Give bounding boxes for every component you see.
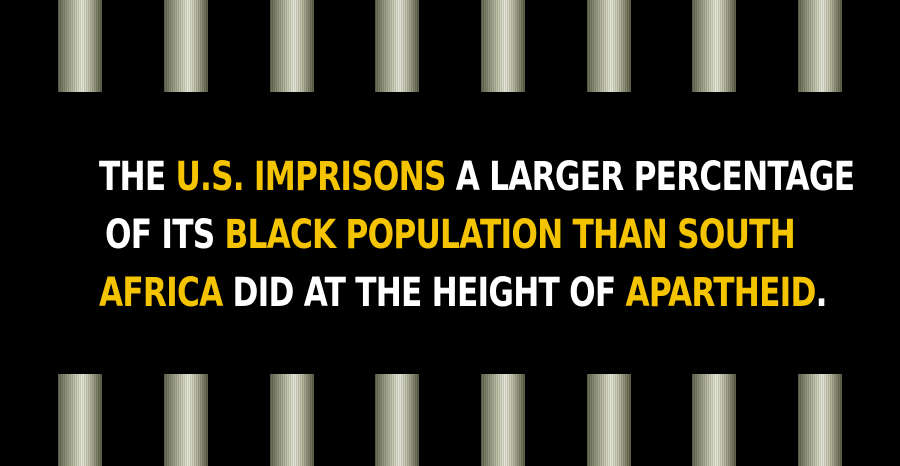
prison-bar <box>798 374 842 466</box>
headline-text: OF ITS <box>105 212 225 258</box>
prison-bar <box>692 0 736 92</box>
prison-bar <box>375 0 419 92</box>
prison-bar <box>270 0 314 92</box>
headline-text: DID AT THE HEIGHT OF <box>222 270 626 316</box>
prison-bar <box>481 0 525 92</box>
prison-bar <box>58 374 102 466</box>
prison-bar <box>692 374 736 466</box>
prison-bar <box>798 0 842 92</box>
headline-text: THE <box>99 154 176 200</box>
prison-bars-bottom <box>0 374 900 466</box>
headline-highlight: BLACK POPULATION THAN SOUTH <box>224 212 795 258</box>
prison-bar <box>58 0 102 92</box>
headline-text: . <box>815 270 828 316</box>
headline-highlight: AFRICA <box>99 270 223 316</box>
prison-bar <box>164 0 208 92</box>
prison-bar <box>270 374 314 466</box>
prison-bar <box>164 374 208 466</box>
prison-bar <box>481 374 525 466</box>
headline-line-2: OF ITS BLACK POPULATION THAN SOUTH <box>99 206 801 264</box>
headline-text: A LARGER PERCENTAGE <box>445 154 855 200</box>
prison-bars-top <box>0 0 900 92</box>
prison-bar <box>587 374 631 466</box>
prison-bar <box>587 0 631 92</box>
headline-line-1: THE U.S. IMPRISONS A LARGER PERCENTAGE <box>99 148 855 206</box>
headline: THE U.S. IMPRISONS A LARGER PERCENTAGE O… <box>99 148 855 322</box>
prison-bar <box>375 374 419 466</box>
headline-highlight: APARTHEID <box>625 270 816 316</box>
headline-line-3: AFRICA DID AT THE HEIGHT OF APARTHEID. <box>99 264 827 322</box>
headline-highlight: U.S. IMPRISONS <box>175 154 446 200</box>
